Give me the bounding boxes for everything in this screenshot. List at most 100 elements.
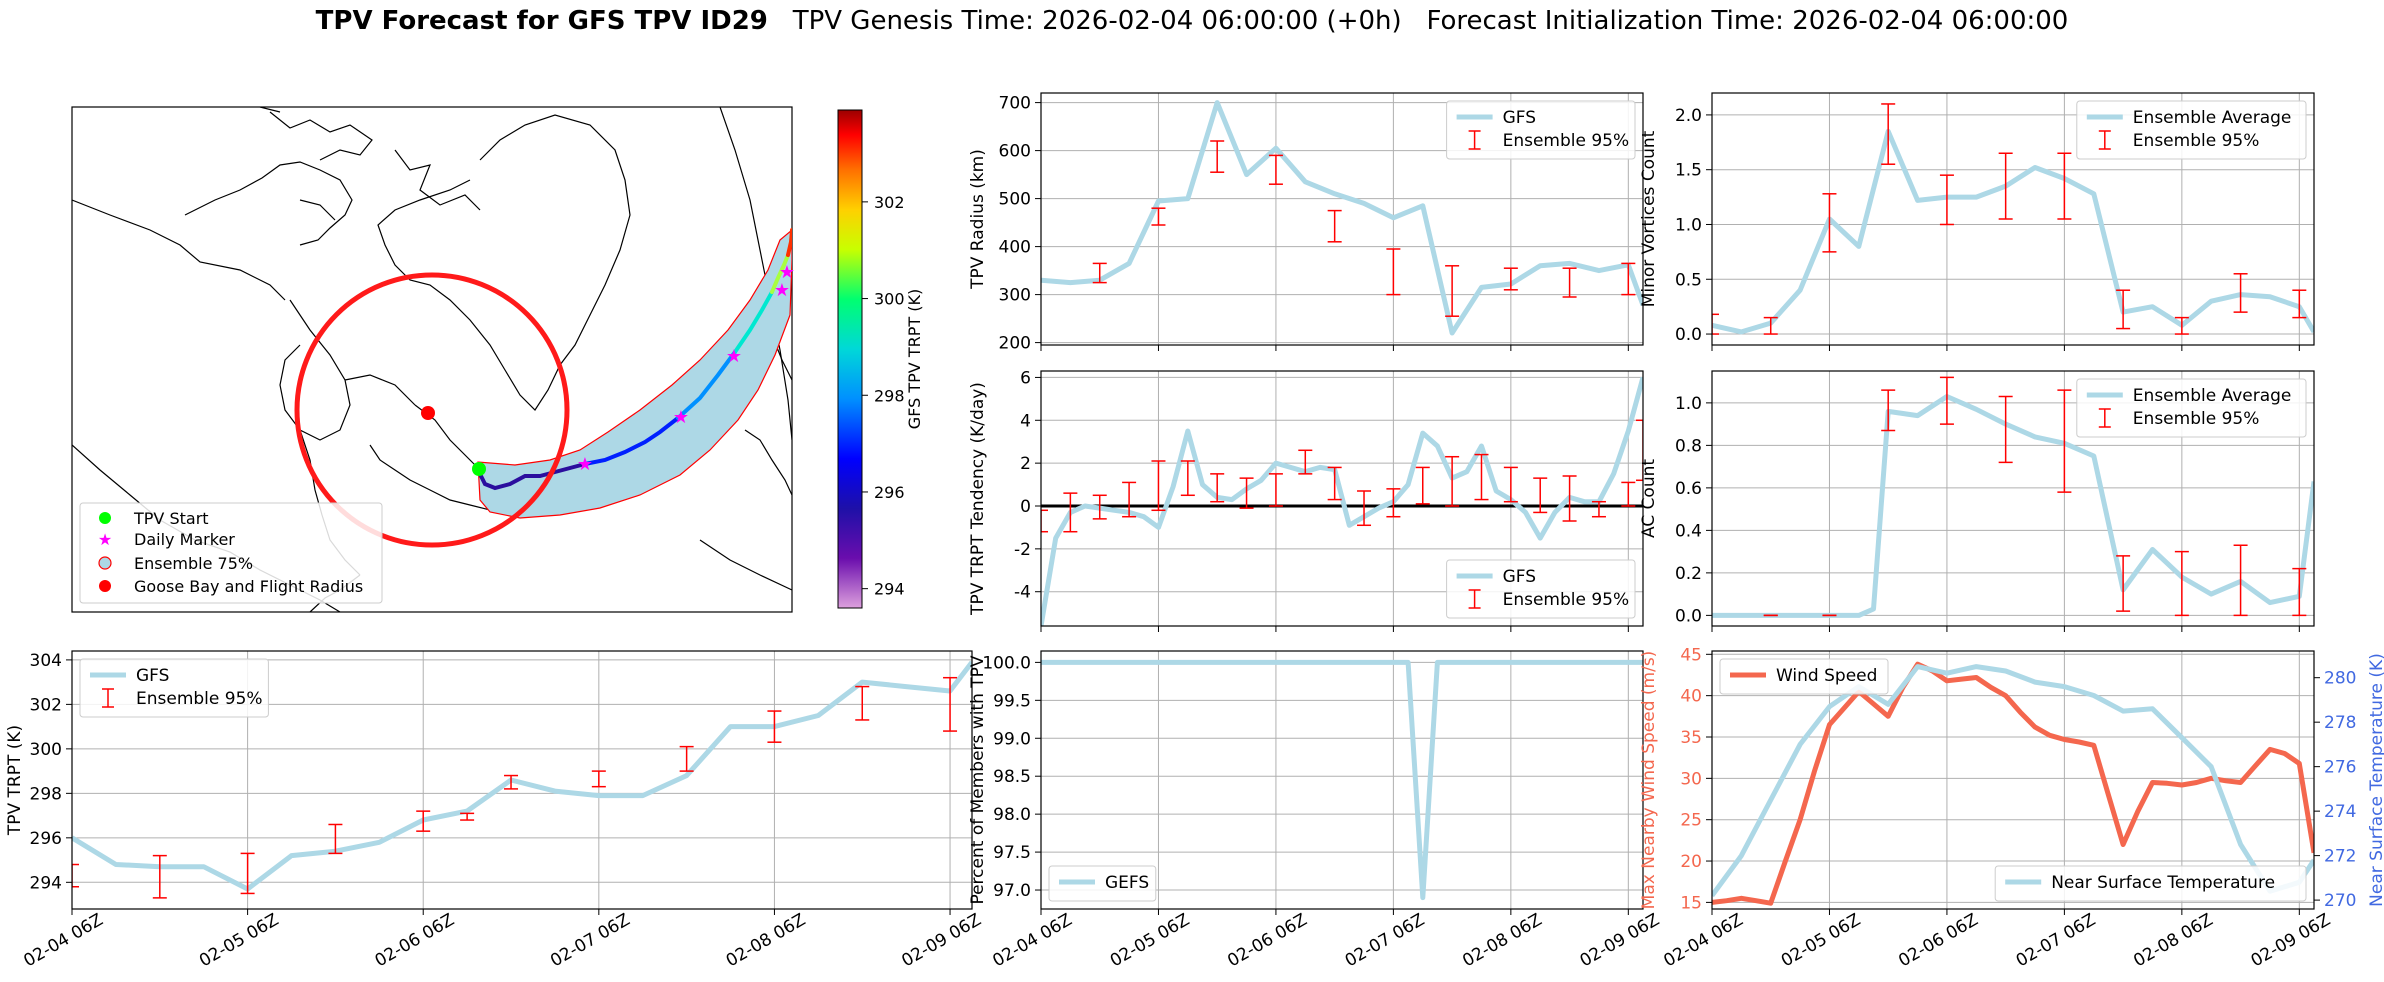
ylabel: Percent of Members with TPV [968,655,988,904]
errorbar [72,863,79,888]
ytick-label: 300 [30,740,62,760]
map-legend-label-1: Daily Marker [134,530,235,549]
legend: Ensemble Average Ensemble 95% [2076,378,2307,438]
ylabel: TPV Radius (km) [968,149,988,290]
ytick-label: 1.5 [1675,161,1702,181]
ytick-label: 98.0 [993,805,1031,825]
ytick-label: 35 [1680,728,1702,748]
legend-label: GEFS [1105,873,1149,893]
series-group [1041,659,1643,901]
errorbar [1415,466,1430,505]
plot-frame [1711,92,2315,346]
ytick-right-label: 270 [2324,891,2356,911]
errorbar [1822,193,1837,253]
errorbar [1239,477,1254,509]
title-init: Forecast Initialization Time: 2026-02-04… [1426,6,2069,36]
ytick-right-label: 280 [2324,669,2356,689]
colorbar-tick-label: 298 [874,386,905,405]
ytick-label: 300 [999,286,1031,306]
title-genesis: TPV Genesis Time: 2026-02-04 06:00:00 (+… [792,6,1402,36]
series-line-1 [1712,664,2314,898]
errorbar [2233,273,2248,313]
errorbar [1591,500,1606,518]
legend-label: Ensemble Average [2133,386,2292,406]
plot-frame [1040,370,1644,627]
ytick-label: 6 [1020,368,1031,388]
plot-frame [1040,650,1644,910]
errorbar [1327,466,1342,501]
ytick-label: 298 [30,784,62,804]
errorbar [1562,475,1577,522]
errorbar [1503,267,1518,291]
errorbar [460,812,475,821]
colorbar-label: GFS TPV TRPT (K) [905,289,924,429]
ytick-label: 2.0 [1675,106,1702,126]
colorbar-tick-label: 294 [874,580,905,599]
title-bold: TPV Forecast for GFS TPV ID29 [315,6,768,36]
ytick-label: 0.0 [1675,325,1702,345]
colorbar-tick-label: 300 [874,290,905,309]
ytick-label: 302 [30,695,62,715]
errorbar [2174,550,2189,617]
ytick-label: 15 [1680,893,1702,913]
errorbar [1712,313,1719,335]
series-line-0 [1041,659,1643,901]
ytick-label: 20 [1680,852,1702,872]
flight-radius-circle [294,272,570,548]
ytick-label: 296 [30,829,62,849]
ylabel: Minor Vortices Count [1639,130,1659,307]
xtick-label: 02-09 06Z [898,910,984,971]
plot-frame [1711,650,2315,910]
errorbar [591,770,606,788]
xtick-label: 02-04 06Z [20,910,106,971]
xtick-label: 02-09 06Z [2248,910,2334,971]
errorbar [1063,492,1078,533]
ytick-label: 500 [999,190,1031,210]
daily-marker: ★ [673,407,689,428]
ytick-label: 600 [999,142,1031,162]
ytick-label: 1.0 [1675,215,1702,235]
errorbar [1210,140,1225,173]
ytick-label: -2 [1014,540,1031,560]
errorbar [152,854,167,899]
track-segment-2 [583,416,680,466]
legend-label: GFS [136,666,169,686]
errorbar [240,852,255,895]
series-line-0 [72,660,972,892]
daily-marker: ★ [726,346,742,367]
map-coastline-arctic-archipelago [184,161,353,246]
errorbar [2057,152,2072,220]
figure-title: TPV Forecast for GFS TPV ID29 TPV Genesi… [0,6,2384,36]
ytick-right-label: 272 [2324,847,2356,867]
errorbar [1881,103,1896,165]
errorbar [2292,567,2307,617]
series-line-0 [1712,128,2314,335]
ensemble-75-plume [477,229,792,519]
ytick-label: 25 [1680,811,1702,831]
legend: GEFS [1048,865,1157,902]
ylabel: Max Nearby Wind Speed (m/s) [1639,651,1659,910]
legend: GFS Ensemble 95% [1446,100,1636,160]
ytick-label: 0 [1020,497,1031,517]
xtick-label: 02-08 06Z [2130,910,2216,971]
legend-label: Ensemble 95% [2133,131,2260,151]
xtick-label: 02-05 06Z [1107,910,1193,971]
svg-text:★: ★ [98,530,112,549]
errorbar [1041,509,1048,533]
ytick-label: 4 [1020,411,1031,431]
xtick-label: 02-06 06Z [1224,910,1310,971]
ytick-label: 1.0 [1675,394,1702,414]
ytick-label: 0.6 [1675,479,1702,499]
chart-radius: 200 300 400 500 600 700 TPV Radius (km) GFS Ense… [968,92,1644,354]
ytick-label: 700 [999,94,1031,114]
chart-tendency: -4 -2 0 2 4 6 TPV TRPT Tendency (K/day) GFS Ense… [968,368,1644,632]
track-segment-1 [476,462,587,491]
grid [71,651,972,909]
map-coastline-greenland [259,107,631,411]
xtick-label: 02-05 06Z [196,910,282,971]
legend-label: GFS [1503,108,1536,128]
legend-label: Ensemble 95% [136,689,263,709]
ytick-label: 2 [1020,454,1031,474]
legend-label: Ensemble Average [2133,108,2292,128]
xtick-label: 02-05 06Z [1778,910,1864,971]
